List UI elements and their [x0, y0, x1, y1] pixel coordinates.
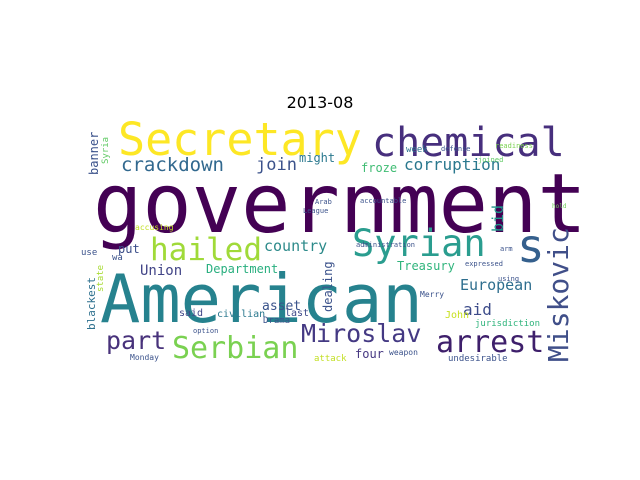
cloud-word-dealing: dealing	[321, 261, 335, 312]
cloud-word-undesirable: undesirable	[448, 354, 508, 364]
cloud-word-department: Department	[206, 262, 278, 276]
cloud-word-syrian: Syrian	[352, 222, 486, 265]
cloud-word-put: put	[118, 242, 140, 256]
cloud-word-monday: Monday	[130, 353, 159, 362]
cloud-word-banner: banner	[87, 132, 101, 175]
cloud-word-week: week	[406, 145, 428, 155]
cloud-word-last: last	[285, 308, 309, 319]
cloud-word-john: John	[445, 310, 469, 321]
words-layer: government American Secretary chemical Syria…	[81, 113, 587, 366]
cloud-word-crackdown: crackdown	[121, 154, 224, 176]
cloud-word-accountable: accountable	[360, 197, 406, 205]
cloud-word-arab: Arab	[315, 198, 332, 206]
cloud-word-blackest: blackest	[85, 277, 98, 330]
cloud-word-four: four	[355, 347, 384, 361]
cloud-word-join: join	[256, 155, 297, 175]
cloud-word-treasury: Treasury	[397, 259, 455, 273]
cloud-word-hold: hold	[552, 203, 567, 210]
cloud-word-syria: Syria	[101, 137, 111, 164]
cloud-word-miskovic: Miskovic	[542, 227, 575, 362]
cloud-word-hailed: hailed	[150, 232, 262, 268]
cloud-word-miroslav: Miroslav	[301, 319, 421, 348]
cloud-word-secretary: Secretary	[118, 113, 362, 166]
cloud-word-using: using	[498, 275, 519, 283]
cloud-word-said: said	[179, 308, 203, 319]
cloud-word-american: American	[100, 260, 423, 338]
cloud-word-part: part	[106, 326, 166, 355]
cloud-word-chemical: chemical	[372, 120, 565, 166]
cloud-word-froze: froze	[361, 161, 397, 175]
cloud-word-government: government	[93, 157, 587, 252]
cloud-word-weapon: weapon	[389, 348, 418, 357]
cloud-word-country: country	[264, 237, 327, 255]
cloud-word-union: Union	[140, 263, 182, 279]
cloud-word-accusing: accusing	[135, 223, 174, 232]
cloud-word-asset: asset	[262, 299, 301, 314]
cloud-word-league: League	[303, 207, 328, 215]
cloud-word-arrest: arrest	[436, 325, 544, 360]
cloud-word-s: s	[517, 219, 545, 273]
cloud-word-bid: bid	[489, 205, 507, 232]
cloud-word-defense: defense	[441, 145, 471, 153]
cloud-word-european: European	[460, 276, 532, 294]
cloud-word-merry: Merry	[420, 290, 444, 299]
cloud-word-serbian: Serbian	[172, 331, 298, 366]
cloud-word-arm: arm	[500, 245, 513, 253]
cloud-word-civilian: civilian	[217, 309, 265, 320]
cloud-word-option: option	[193, 327, 218, 335]
cloud-word-jurisdiction: jurisdiction	[475, 319, 540, 329]
cloud-word-might: might	[299, 151, 335, 165]
cloud-background	[83, 116, 569, 363]
cloud-word-attack: attack	[314, 354, 347, 364]
cloud-word-corruption: corruption	[404, 155, 500, 174]
cloud-word-joined: joined	[478, 156, 503, 164]
cloud-word-drama: Drama	[263, 316, 290, 326]
cloud-word-administration: administration	[356, 241, 415, 249]
figure-title: 2013-08	[286, 93, 354, 112]
cloud-word-aid: aid	[463, 300, 492, 319]
cloud-word-wa: wa	[112, 253, 123, 263]
cloud-word-state: state	[96, 265, 106, 292]
cloud-word-expressed: expressed	[465, 260, 503, 268]
cloud-word-readiness: readiness	[495, 142, 533, 150]
cloud-word-use: use	[81, 248, 97, 258]
